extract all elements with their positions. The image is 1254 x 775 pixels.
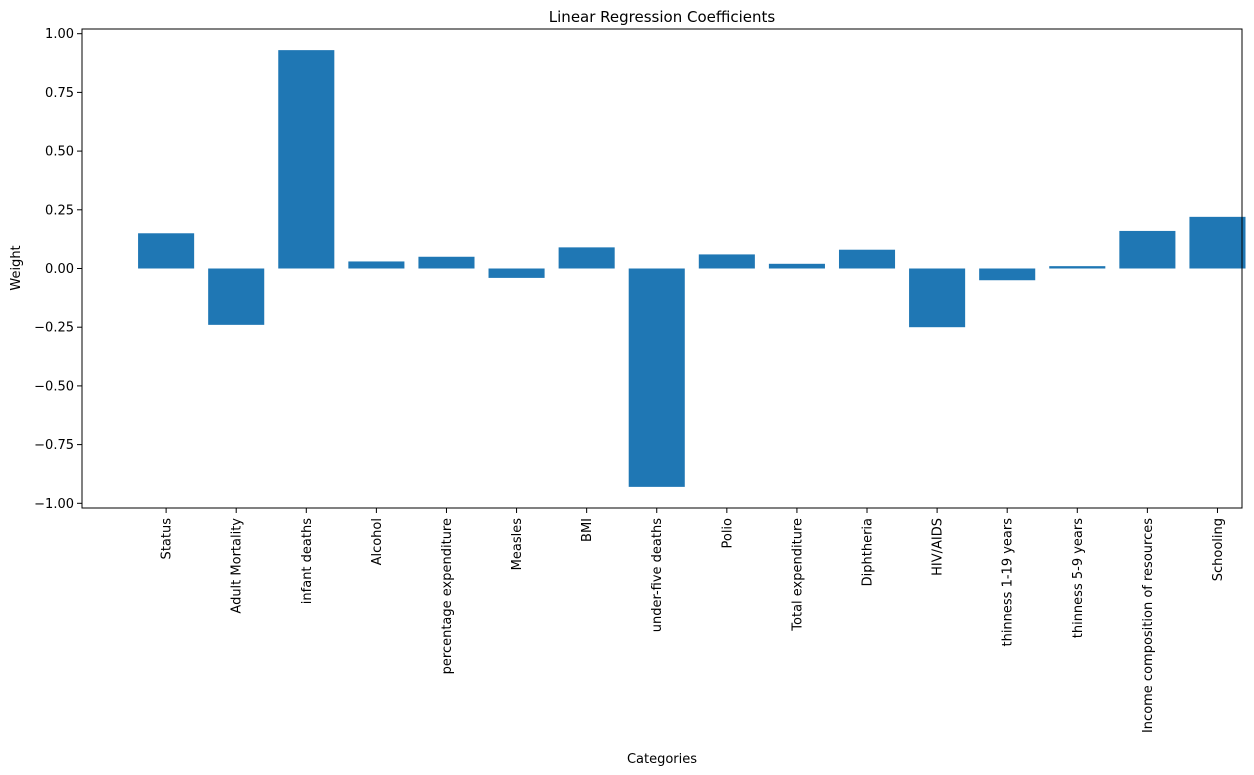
x-tick-label: Diphtheria [861, 518, 876, 586]
x-tick-label: Polio [720, 518, 735, 549]
bar-11 [909, 268, 966, 328]
x-tick-label: Alcohol [370, 518, 385, 565]
x-tick-label: thinness 5-9 years [1071, 518, 1086, 638]
x-tick-label: percentage expenditure [440, 518, 455, 674]
bar-0 [138, 233, 195, 269]
y-tick-label: 0.75 [45, 86, 74, 101]
y-axis-label: Weight [9, 245, 24, 290]
y-tick-label: 0.25 [45, 203, 74, 218]
bar-7 [628, 268, 685, 487]
y-tick-label: −1.00 [34, 497, 74, 512]
bar-4 [418, 256, 475, 269]
x-tick-label: Total expenditure [790, 518, 805, 632]
bar-8 [698, 254, 755, 269]
x-tick-label: Income composition of resources [1141, 518, 1156, 733]
x-tick-label: Adult Mortality [230, 518, 245, 614]
bar-13 [1049, 266, 1106, 269]
x-axis-label: Categories [627, 752, 697, 767]
bar-5 [488, 268, 545, 278]
y-tick-label: 0.00 [45, 262, 74, 277]
bar-1 [208, 268, 265, 325]
x-tick-label: thinness 1-19 years [1001, 518, 1016, 647]
bar-10 [838, 249, 896, 269]
bar-14 [1119, 230, 1176, 269]
plot-area: 1.00 0.75 0.50 0.25 0.00 −0.25 −0.50 −0.75 −1.00… [34, 27, 1246, 733]
y-tick-label: −0.50 [34, 379, 74, 394]
bar-2 [278, 50, 335, 269]
bar-3 [348, 261, 405, 269]
y-tick-label: 0.50 [45, 145, 74, 160]
chart-title: Linear Regression Coefficients [549, 8, 776, 26]
plot-frame [81, 28, 1243, 509]
x-tick-label: HIV/AIDS [931, 518, 946, 576]
x-tick-label: under-five deaths [650, 518, 665, 632]
x-tick-label: Measles [510, 518, 525, 571]
bar-6 [558, 247, 615, 269]
y-tick-label: 1.00 [45, 27, 74, 42]
bar-9 [768, 263, 825, 269]
bar-12 [979, 268, 1036, 281]
bar-15 [1189, 216, 1246, 269]
x-tick-label: BMI [580, 518, 595, 542]
x-tick-label: infant deaths [300, 518, 315, 604]
x-tick-label: Status [160, 518, 175, 560]
x-tick-label: Schooling [1211, 518, 1226, 581]
y-tick-label: −0.25 [34, 321, 74, 336]
y-tick-label: −0.75 [34, 438, 74, 453]
